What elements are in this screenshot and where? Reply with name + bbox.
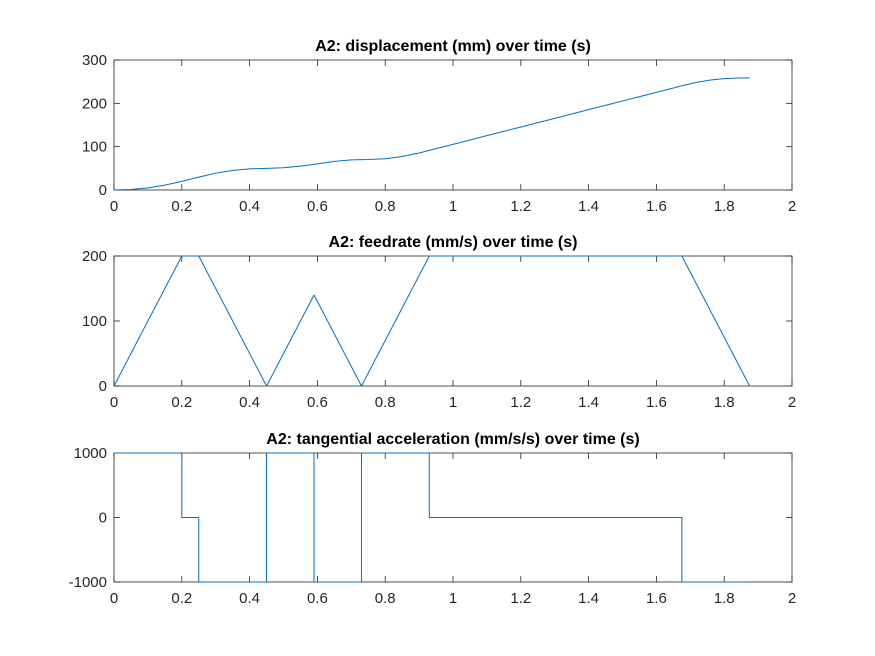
subplot-1: A2: displacement (mm) over time (s) 0 0.2 0… — [82, 38, 796, 215]
x-tick-label: 1.6 — [646, 198, 667, 215]
x-tick-label: 0 — [110, 198, 118, 215]
axes-box — [113, 59, 793, 191]
axes-box — [113, 255, 793, 387]
x-tick-label: 0.6 — [307, 590, 328, 607]
y-tick-label: 200 — [82, 248, 107, 265]
x-tick-label: 0.6 — [307, 394, 328, 411]
x-tick-label: 2 — [788, 394, 796, 411]
y-tick-label: -1000 — [69, 574, 107, 591]
x-tick-label: 1 — [449, 394, 457, 411]
y-tick-label: 100 — [82, 139, 107, 156]
series-line-1 — [113, 255, 751, 387]
x-tick-label: 2 — [788, 198, 796, 215]
x-tick-label: 0 — [110, 590, 118, 607]
chart-title: A2: feedrate (mm/s) over time (s) — [329, 234, 578, 251]
y-tick-label: 1000 — [74, 445, 107, 462]
x-tick-label: 1.6 — [646, 394, 667, 411]
x-tick-label: 0.8 — [375, 590, 396, 607]
x-tick-label: 1.2 — [510, 198, 531, 215]
y-tick-label: 300 — [82, 52, 107, 69]
x-tick-label: 0 — [110, 394, 118, 411]
y-tick-label: 200 — [82, 95, 107, 112]
x-tick-label: 1.6 — [646, 590, 667, 607]
x-tick-label: 0.4 — [239, 198, 260, 215]
chart-title: A2: displacement (mm) over time (s) — [315, 38, 591, 55]
y-tick-label: 0 — [99, 182, 107, 199]
x-tick-label: 1.8 — [714, 394, 735, 411]
x-tick-label: 0.6 — [307, 198, 328, 215]
y-tick-label: 0 — [99, 378, 107, 395]
subplot-3: A2: tangential acceleration (mm/s/s) ove… — [69, 431, 797, 607]
x-tick-label: 0.8 — [375, 394, 396, 411]
x-tick-label: 1.4 — [578, 394, 599, 411]
subplot-2: A2: feedrate (mm/s) over time (s) 0 0.2 0.4… — [82, 234, 796, 411]
x-tick-label: 1.2 — [510, 394, 531, 411]
x-tick-label: 1 — [449, 590, 457, 607]
chart-title: A2: tangential acceleration (mm/s/s) ove… — [266, 431, 639, 448]
x-tick-label: 0.2 — [171, 394, 192, 411]
y-tick-label: 0 — [99, 510, 107, 527]
x-tick-label: 1.2 — [510, 590, 531, 607]
series-line-1 — [114, 452, 750, 583]
x-tick-label: 1.8 — [714, 590, 735, 607]
x-tick-label: 1.4 — [578, 590, 599, 607]
x-tick-label: 1.4 — [578, 198, 599, 215]
x-tick-label: 1 — [449, 198, 457, 215]
x-tick-label: 1.8 — [714, 198, 735, 215]
x-tick-label: 0.2 — [171, 590, 192, 607]
x-tick-label: 0.2 — [171, 198, 192, 215]
y-tick-label: 100 — [82, 313, 107, 330]
x-tick-label: 0.8 — [375, 198, 396, 215]
series-line-1 — [113, 77, 750, 191]
x-tick-label: 0.4 — [239, 394, 260, 411]
x-tick-label: 0.4 — [239, 590, 260, 607]
x-tick-label: 2 — [788, 590, 796, 607]
